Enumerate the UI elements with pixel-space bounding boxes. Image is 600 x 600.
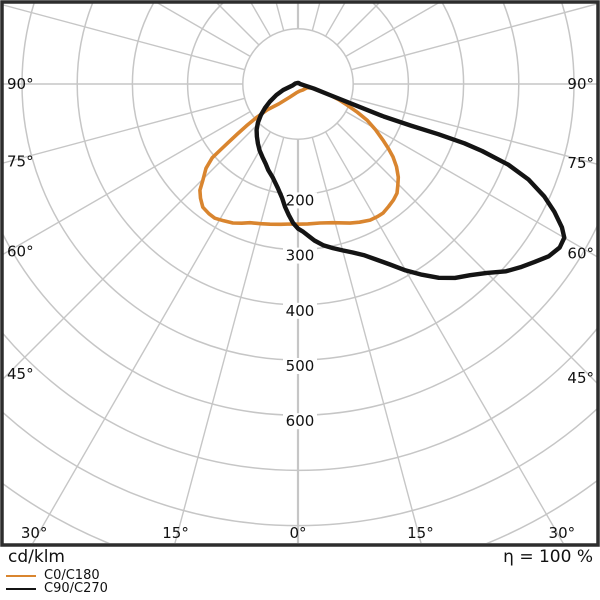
grid-spoke	[351, 97, 597, 165]
legend-line-c0-c180	[6, 574, 36, 577]
efficiency-label: η = 100 %	[503, 547, 593, 567]
angle-label: 15°	[407, 524, 434, 542]
angle-label: 90°	[7, 75, 34, 93]
ring-label: 200	[286, 191, 315, 209]
ring-label: 600	[286, 412, 315, 430]
units-label: cd/klm	[8, 547, 65, 567]
curve-c90-c270	[254, 80, 567, 281]
grid-spoke	[311, 137, 422, 543]
ring-label-bg	[283, 413, 317, 430]
angle-label: 60°	[7, 242, 34, 260]
grid-spoke	[3, 97, 245, 164]
grid-spoke	[3, 122, 260, 380]
grid-spoke	[32, 131, 272, 543]
angle-label: 45°	[7, 365, 34, 383]
ring-label-bg	[283, 192, 317, 209]
angle-label: 15°	[162, 524, 189, 542]
grid-spoke	[3, 4, 245, 71]
curve-c0-c180	[198, 85, 401, 227]
ring-label-bg	[283, 302, 317, 319]
angle-label: 90°	[567, 75, 594, 93]
legend-label-c0-c180: C0/C180	[44, 568, 100, 583]
legend: C0/C180 C90/C270	[6, 569, 108, 595]
ring-label: 400	[286, 302, 315, 320]
grid-spoke	[345, 110, 597, 258]
plot-border	[0, 0, 600, 547]
ring-label: 300	[286, 247, 315, 265]
grid-spoke	[174, 137, 285, 543]
grid-spoke	[336, 122, 597, 384]
angle-label: 30°	[21, 524, 48, 542]
angle-label: 75°	[7, 153, 34, 171]
legend-item-c90-c270: C90/C270	[6, 582, 108, 595]
angle-label: 45°	[567, 369, 594, 387]
ring-label-bg	[283, 247, 317, 264]
polar-chart: 200 300 400 500 600 90° 75° 60° 45° 90° 75° 60° 45° 3…	[0, 0, 600, 547]
grid-spoke	[351, 3, 597, 71]
ring-label-bg	[283, 358, 317, 374]
angle-label: 0°	[289, 524, 306, 542]
polar-grid: 200 300 400 500 600 90° 75° 60° 45° 90° 75° 60° 45° 3…	[3, 3, 597, 543]
angle-label: 60°	[567, 245, 594, 263]
angle-label: 30°	[549, 524, 576, 542]
angle-label: 75°	[567, 154, 594, 172]
legend-line-c90-c270	[6, 587, 36, 590]
grid-spoke	[3, 110, 251, 256]
legend-item-c0-c180: C0/C180	[6, 569, 108, 582]
legend-label-c90-c270: C90/C270	[44, 581, 108, 596]
ring-label: 500	[286, 357, 315, 375]
